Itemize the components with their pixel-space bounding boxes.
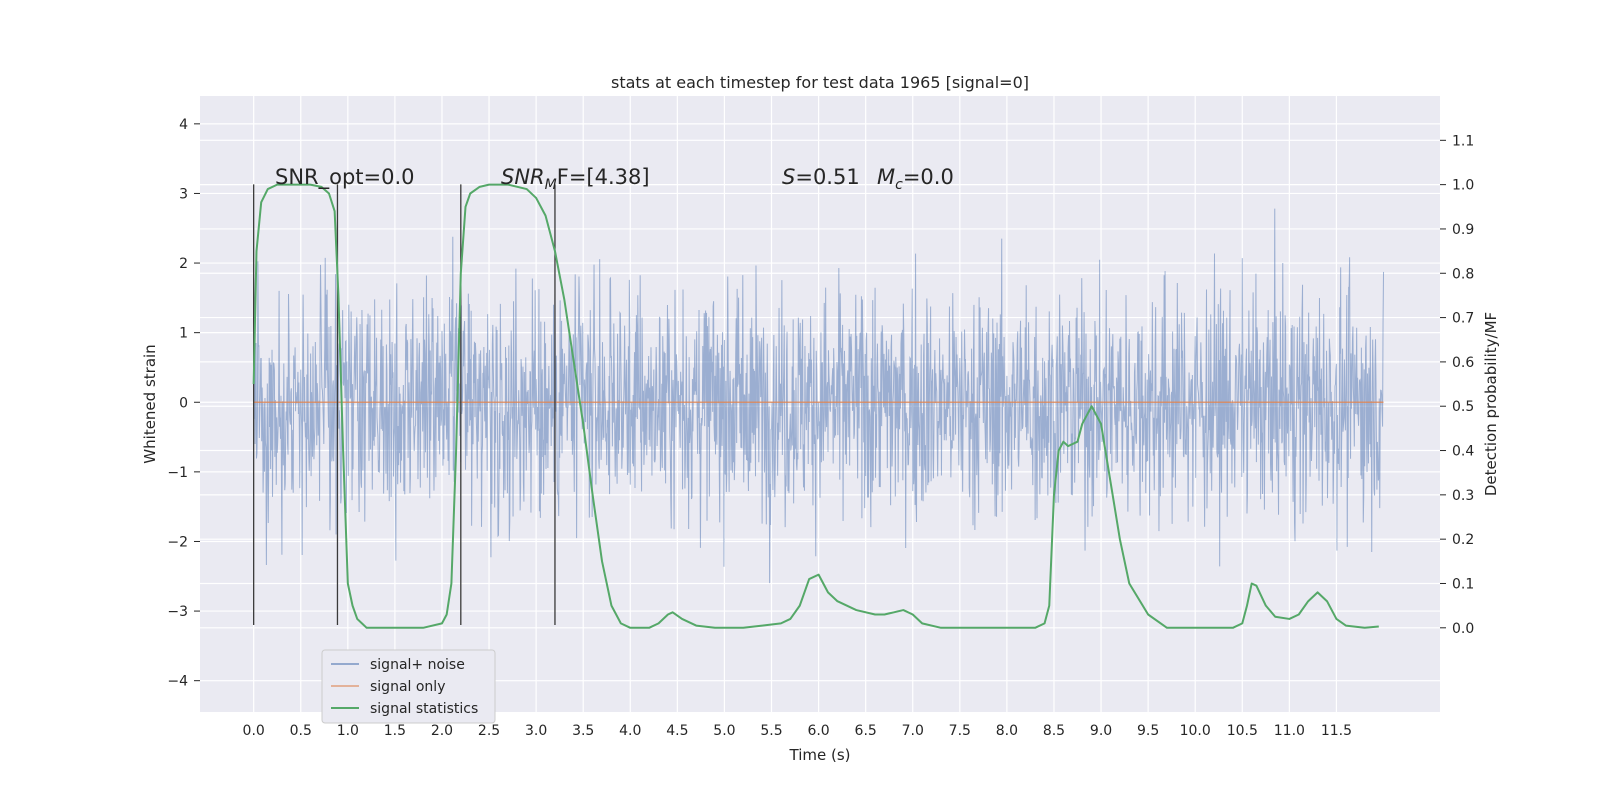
mc-annotation: Mc=0.0	[877, 165, 954, 193]
x-tick-label: 3.0	[525, 723, 547, 739]
x-axis-label: Time (s)	[789, 746, 851, 764]
y2-tick-label: 1.0	[1452, 178, 1474, 194]
x-tick-label: 5.5	[760, 723, 782, 739]
x-tick-label: 5.0	[713, 723, 735, 739]
snr-mf-main: SNR	[501, 165, 545, 189]
x-tick-label: 10.5	[1227, 723, 1258, 739]
y2-tick-label: 0.9	[1452, 222, 1474, 238]
y2-tick-label: 0.1	[1452, 576, 1474, 592]
legend-label-stats: signal statistics	[370, 701, 478, 717]
x-tick-label: 9.5	[1137, 723, 1159, 739]
snr-mf-value: F=[4.38]	[557, 165, 650, 189]
y-tick-label: −4	[167, 674, 188, 690]
y2-tick-label: 0.2	[1452, 532, 1474, 548]
x-tick-label: 8.5	[1043, 723, 1065, 739]
y2-tick-label: 0.8	[1452, 266, 1474, 282]
x-tick-label: 0.0	[243, 723, 265, 739]
y2-tick-label: 0.0	[1452, 621, 1474, 637]
y-tick-label: 2	[179, 256, 188, 272]
x-tick-label: 4.5	[666, 723, 688, 739]
snr-mf-subscript: M	[545, 177, 557, 193]
legend-box	[321, 649, 496, 724]
y-tick-label: 4	[179, 117, 188, 133]
x-tick-label: 4.0	[619, 723, 641, 739]
y-axis-ticks: 4 3 2 1 0 −1 −2 −3 −4	[167, 117, 200, 690]
s-value: =0.51	[795, 165, 859, 189]
mc-label: M	[877, 165, 895, 189]
y-tick-label: −1	[167, 465, 188, 481]
x-tick-label: 0.5	[290, 723, 312, 739]
y-tick-label: 3	[179, 186, 188, 202]
mc-value: =0.0	[903, 165, 954, 189]
x-tick-label: 1.0	[337, 723, 359, 739]
y2-tick-label: 0.3	[1452, 488, 1474, 504]
x-axis-ticks: 0.0 0.5 1.0 1.5 2.0 2.5 3.0 3.5 4.0 4.5 5.0 5.5 6.0 6…	[243, 723, 1352, 739]
x-tick-label: 2.5	[478, 723, 500, 739]
y2-axis-label: Detection probability/MF	[1482, 312, 1500, 496]
x-tick-label: 7.5	[949, 723, 971, 739]
x-tick-label: 11.5	[1321, 723, 1352, 739]
x-tick-label: 7.0	[902, 723, 924, 739]
legend-label-noise: signal+ noise	[370, 657, 465, 673]
y2-tick-label: 0.5	[1452, 399, 1474, 415]
x-tick-label: 6.5	[855, 723, 877, 739]
x-tick-label: 9.0	[1090, 723, 1112, 739]
y2-tick-label: 1.1	[1452, 133, 1474, 149]
y2-tick-label: 0.4	[1452, 444, 1474, 460]
y2-tick-label: 0.6	[1452, 355, 1474, 371]
y-tick-label: 1	[179, 326, 188, 342]
snr-mf-annotation: SNRMF=[4.38]	[501, 165, 650, 193]
y2-axis-ticks: 1.1 1.0 0.9 0.8 0.7 0.6 0.5 0.4 0.3 0.2 0.1 0.0	[1440, 133, 1474, 637]
x-tick-label: 11.0	[1274, 723, 1305, 739]
x-tick-label: 1.5	[384, 723, 406, 739]
x-tick-label: 6.0	[807, 723, 829, 739]
y-axis-label: Whitened strain	[141, 344, 159, 463]
x-tick-label: 10.0	[1180, 723, 1211, 739]
snr-opt-annotation: SNR_opt=0.0	[275, 165, 415, 190]
x-tick-label: 8.0	[996, 723, 1018, 739]
y-tick-label: −2	[167, 534, 188, 550]
statistics-line	[252, 183, 1379, 629]
y2-tick-label: 0.7	[1452, 311, 1474, 327]
x-tick-label: 2.0	[431, 723, 453, 739]
legend: signal+ noise signal only signal statist…	[321, 649, 496, 724]
s-label: S	[782, 165, 795, 189]
signal-statistics-series	[252, 183, 1379, 629]
x-tick-label: 3.5	[572, 723, 594, 739]
y-tick-label: 0	[179, 395, 188, 411]
mc-subscript: c	[895, 177, 903, 193]
s-annotation: S=0.51	[782, 165, 860, 189]
y-tick-label: −3	[167, 604, 188, 620]
chart-title: stats at each timestep for test data 196…	[611, 73, 1029, 92]
legend-label-signal: signal only	[370, 679, 445, 695]
